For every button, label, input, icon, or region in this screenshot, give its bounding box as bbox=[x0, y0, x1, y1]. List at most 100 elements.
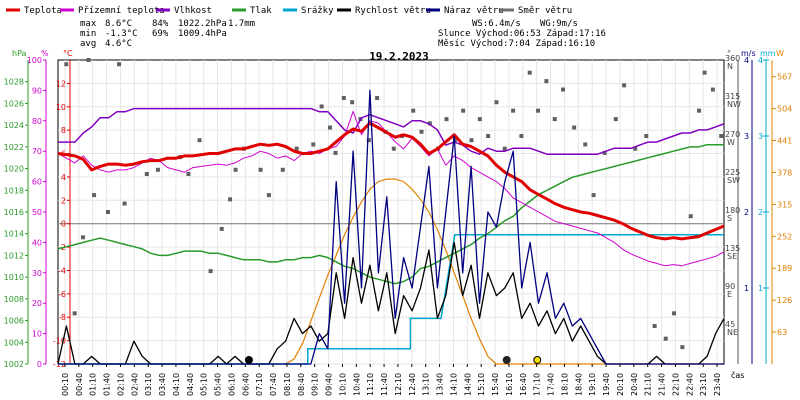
mm-tick-label: 1 bbox=[758, 284, 763, 293]
stat-sun: Slunce Východ:06:53 Západ:17:16 bbox=[438, 29, 606, 39]
w-tick-label: 126 bbox=[777, 296, 792, 305]
wind-direction-point bbox=[375, 96, 380, 100]
celsius-tick-label: 0 bbox=[61, 220, 66, 229]
hpa-tick-label: 1020 bbox=[4, 165, 24, 174]
direction-label: N bbox=[727, 62, 733, 71]
x-tick-label: 13:10 bbox=[422, 373, 431, 396]
mm-tick-label: 4 bbox=[758, 56, 763, 65]
x-tick-label: 07:40 bbox=[269, 373, 278, 396]
wind-direction-point bbox=[122, 201, 127, 206]
wind-direction-point bbox=[591, 193, 596, 198]
wind-direction-point bbox=[622, 83, 627, 88]
wind-direction-point bbox=[444, 117, 449, 122]
wind-direction-point bbox=[613, 117, 618, 122]
wind-direction-point bbox=[719, 134, 724, 138]
wind-direction-point bbox=[536, 108, 541, 113]
mm-tick-label: 3 bbox=[758, 132, 763, 141]
wind-direction-point bbox=[208, 269, 213, 274]
wind-direction-point bbox=[105, 210, 110, 214]
x-tick-label: 22:40 bbox=[685, 373, 694, 396]
wind-direction-point bbox=[266, 193, 271, 198]
x-tick-label: 01:40 bbox=[103, 373, 112, 396]
direction-label: SW bbox=[727, 176, 740, 185]
stat-press: 1009.4hPa bbox=[178, 29, 227, 39]
wind-direction-point bbox=[527, 70, 532, 75]
wind-direction-point bbox=[419, 129, 424, 134]
wind-direction-point bbox=[672, 311, 677, 316]
percent-tick-label: 10 bbox=[32, 330, 42, 339]
mm-tick-label: 2 bbox=[758, 208, 763, 217]
stat-wg: WG:9m/s bbox=[540, 19, 578, 29]
stat-temp: 8.6°C bbox=[105, 19, 132, 29]
wind-direction-point bbox=[294, 146, 299, 151]
x-tick-label: 07:10 bbox=[255, 373, 264, 396]
percent-tick-label: 90 bbox=[32, 86, 42, 95]
stat-temp: 4.6°C bbox=[105, 39, 132, 49]
x-tick-label: 11:40 bbox=[380, 373, 389, 396]
wind-direction-point bbox=[233, 167, 238, 172]
direction-label: SE bbox=[727, 252, 737, 261]
wind-direction-point bbox=[461, 108, 466, 113]
legend-label: Srážky bbox=[301, 6, 334, 16]
w-tick-label: 441 bbox=[777, 137, 792, 146]
hpa-tick-label: 1006 bbox=[4, 317, 24, 326]
wind-direction-point bbox=[144, 172, 149, 176]
hpa-tick-label: 1016 bbox=[4, 208, 24, 217]
legend-label: Náraz větru bbox=[444, 6, 504, 16]
wind-direction-point bbox=[80, 235, 85, 240]
wind-direction-point bbox=[710, 87, 715, 92]
direction-label: E bbox=[727, 290, 732, 299]
hpa-tick-label: 1004 bbox=[4, 338, 24, 347]
wind-direction-point bbox=[311, 142, 316, 147]
x-tick-label: 04:10 bbox=[172, 373, 181, 396]
x-tick-label: 14:40 bbox=[463, 373, 472, 396]
series-rain bbox=[58, 234, 724, 365]
degrees-tick-label: 270 bbox=[725, 130, 740, 139]
x-tick-label: 05:10 bbox=[200, 373, 209, 396]
wind-direction-point bbox=[92, 193, 97, 198]
hpa-tick-label: 1008 bbox=[4, 295, 24, 304]
x-tick-label: 11:10 bbox=[366, 373, 375, 396]
wind-direction-point bbox=[280, 167, 285, 172]
x-tick-label: 17:10 bbox=[533, 373, 542, 396]
x-tick-label: 22:10 bbox=[671, 373, 680, 396]
series-humidity bbox=[58, 107, 725, 155]
hpa-tick-label: 1010 bbox=[4, 273, 24, 282]
wind-direction-point bbox=[350, 100, 355, 105]
x-tick-label: 16:40 bbox=[519, 373, 528, 396]
wind-direction-point bbox=[341, 96, 346, 100]
x-tick-label: 00:10 bbox=[61, 373, 70, 396]
x-tick-label: 15:10 bbox=[477, 373, 486, 396]
x-tick-label: 03:40 bbox=[158, 373, 167, 396]
hpa-tick-label: 1028 bbox=[4, 78, 24, 87]
x-tick-label: 18:40 bbox=[574, 373, 583, 396]
x-tick-label: 05:40 bbox=[214, 373, 223, 396]
stat-press: 1022.2hPa bbox=[178, 19, 227, 29]
wind-direction-point bbox=[258, 167, 263, 172]
x-tick-label: 10:40 bbox=[352, 373, 361, 396]
degrees-tick-label: 90 bbox=[725, 282, 735, 291]
wind-direction-point bbox=[86, 58, 91, 62]
wind-direction-point bbox=[680, 345, 685, 350]
wind-direction-point bbox=[117, 62, 122, 67]
wind-direction-point bbox=[652, 324, 657, 328]
x-tick-label: 19:40 bbox=[602, 373, 611, 396]
wind-direction-point bbox=[319, 104, 324, 109]
wind-direction-point bbox=[391, 146, 396, 151]
wind-direction-point bbox=[427, 121, 432, 126]
ms-tick-label: 1 bbox=[744, 284, 749, 293]
percent-tick-label: 80 bbox=[32, 117, 42, 126]
w-tick-label: 63 bbox=[777, 328, 787, 337]
wind-direction-point bbox=[228, 197, 233, 202]
sunset-marker bbox=[533, 356, 542, 364]
x-tick-label: 21:10 bbox=[644, 373, 653, 396]
stat-moon: Měsíc Východ:7:04 Západ:16:10 bbox=[438, 39, 595, 49]
x-axis-label: čas bbox=[731, 370, 744, 380]
wind-direction-point bbox=[155, 167, 160, 172]
x-tick-label: 17:40 bbox=[547, 373, 556, 396]
hpa-tick-label: 1012 bbox=[4, 251, 24, 260]
x-tick-label: 14:10 bbox=[449, 373, 458, 396]
legend-label: Přízemní teplota bbox=[78, 6, 165, 16]
percent-axis-label: % bbox=[41, 49, 49, 58]
wind-direction-point bbox=[511, 108, 516, 113]
